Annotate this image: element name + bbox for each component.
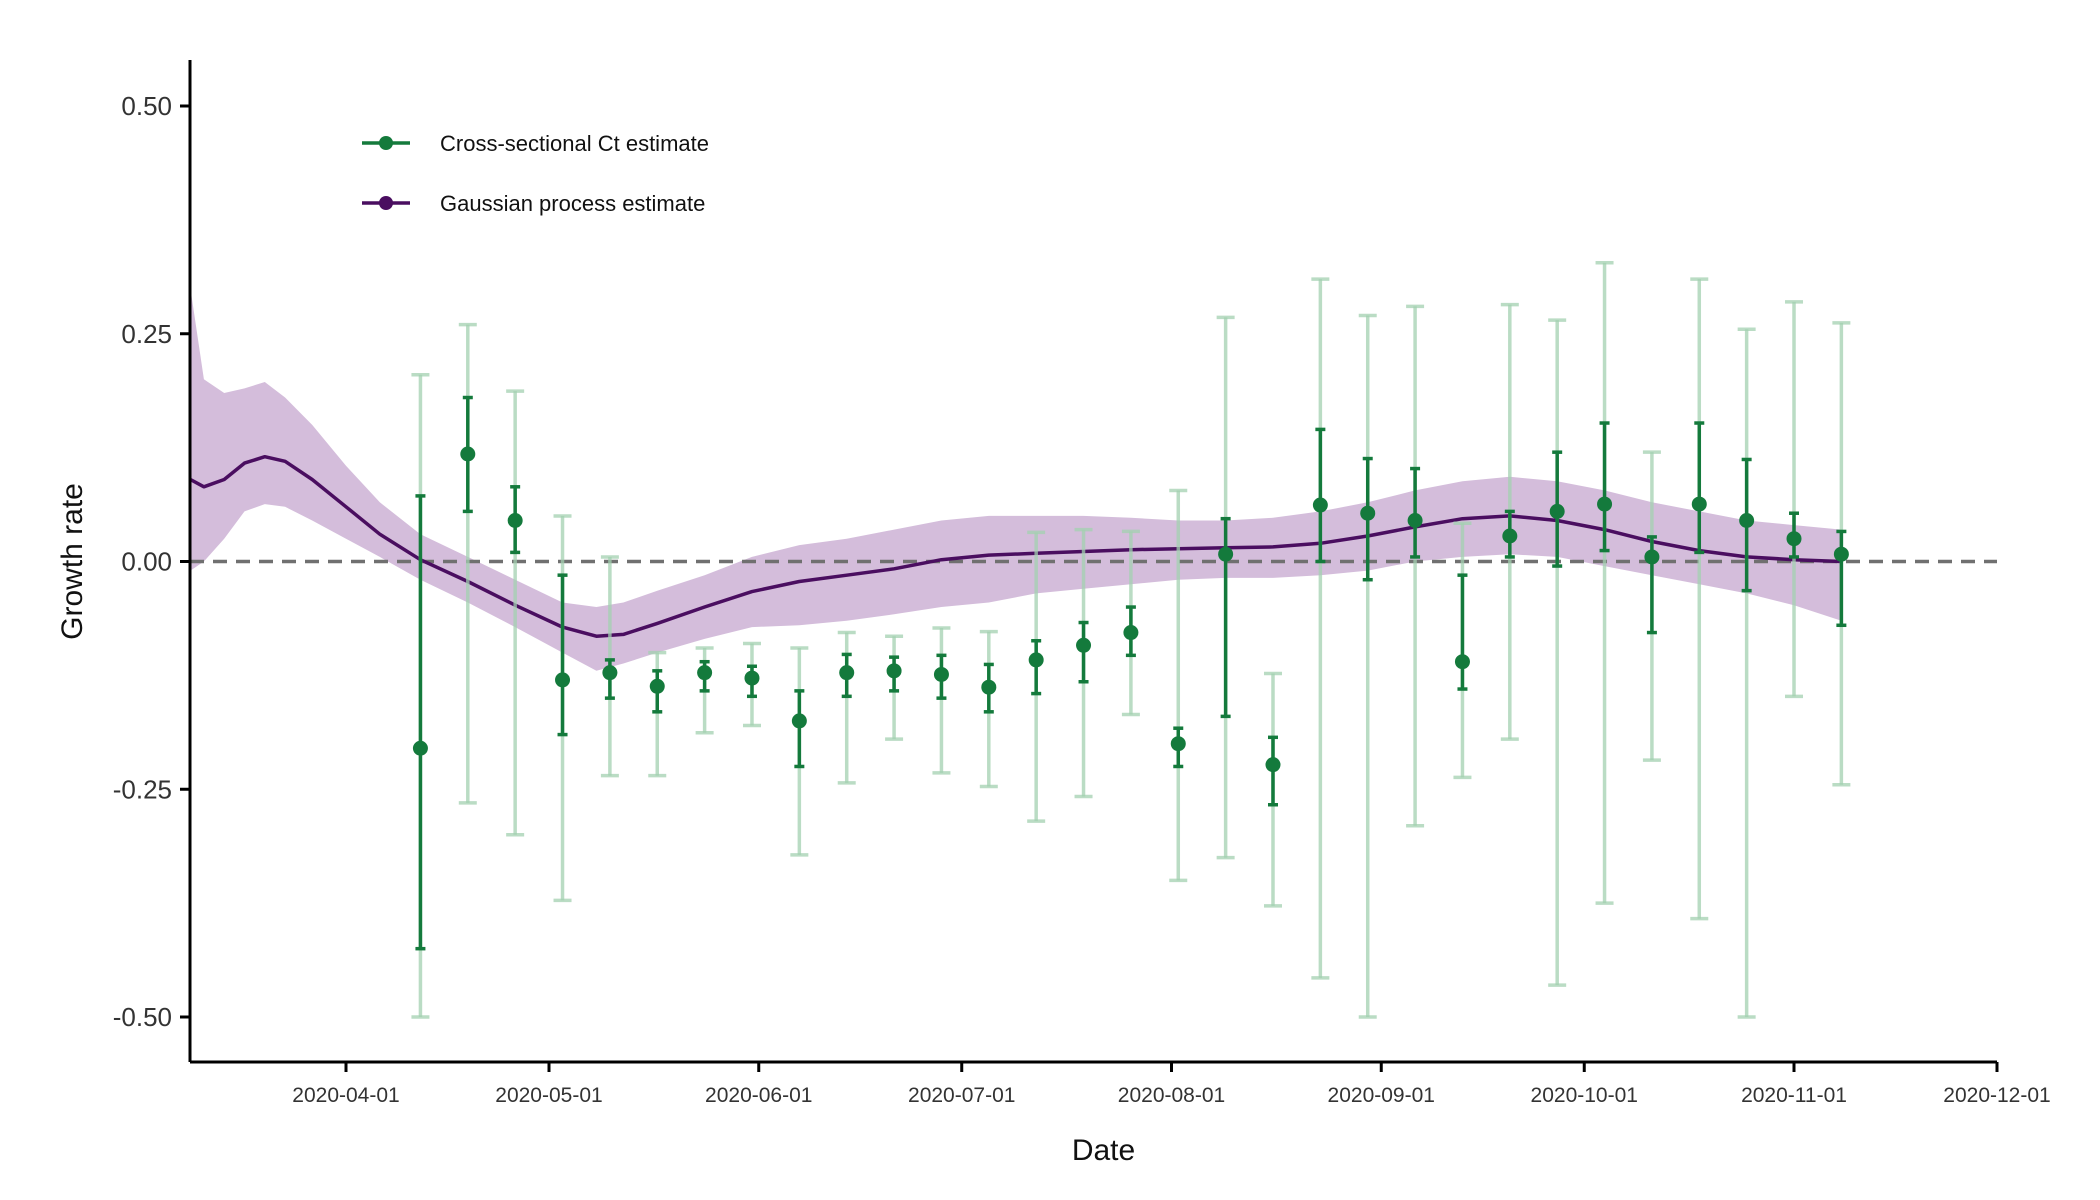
x-tick-label: 2020-10-01 bbox=[1531, 1084, 1638, 1107]
ct-point bbox=[1454, 654, 1470, 670]
ct-point bbox=[1502, 528, 1518, 544]
ct-estimate-1 bbox=[458, 322, 477, 805]
ct-point bbox=[1597, 496, 1613, 512]
ct-estimate-29 bbox=[1785, 300, 1804, 699]
x-tick-label: 2020-04-01 bbox=[292, 1084, 399, 1107]
ct-estimate-12 bbox=[979, 629, 998, 789]
x-tick-label: 2020-08-01 bbox=[1118, 1084, 1225, 1107]
ct-point bbox=[1407, 513, 1423, 529]
x-tick-label: 2020-05-01 bbox=[495, 1084, 602, 1107]
x-axis-title: Date bbox=[1072, 1134, 1135, 1167]
ct-estimate-13 bbox=[1027, 530, 1046, 823]
ct-point bbox=[1739, 513, 1755, 529]
ct-point bbox=[555, 672, 571, 688]
ct-point bbox=[1360, 505, 1376, 521]
ct-point bbox=[697, 665, 713, 681]
ct-estimate-20 bbox=[1358, 313, 1377, 1019]
ct-estimate-0 bbox=[411, 372, 430, 1019]
ct-estimate-14 bbox=[1074, 527, 1093, 799]
ct-point bbox=[1076, 637, 1092, 653]
ct-estimate-9 bbox=[837, 630, 856, 785]
ct-point bbox=[1028, 652, 1044, 668]
gp-band-layer bbox=[190, 288, 1842, 671]
ct-point bbox=[933, 666, 949, 682]
y-axis-ticks: 0.50 0.25 0.00 -0.25 -0.50 bbox=[113, 91, 190, 1032]
ct-estimate-10 bbox=[885, 634, 904, 741]
ct-point bbox=[839, 665, 855, 681]
ct-estimate-22 bbox=[1453, 521, 1472, 780]
legend-gp-swatch-dot bbox=[379, 196, 393, 210]
ct-estimate-30 bbox=[1832, 321, 1851, 787]
ct-estimate-2 bbox=[506, 389, 525, 837]
ct-estimate-3 bbox=[553, 514, 572, 903]
ct-point bbox=[1218, 546, 1234, 562]
ct-point bbox=[602, 665, 618, 681]
ct-estimate-8 bbox=[790, 646, 809, 857]
legend-entry-gp: Gaussian process estimate bbox=[362, 191, 705, 216]
ct-estimate-16 bbox=[1169, 488, 1188, 883]
ct-estimate-4 bbox=[600, 555, 619, 778]
ct-point bbox=[744, 670, 760, 686]
y-axis-title: Growth rate bbox=[56, 483, 89, 640]
ct-estimate-19 bbox=[1311, 277, 1330, 980]
legend-gp-label: Gaussian process estimate bbox=[440, 191, 705, 216]
ct-point bbox=[1170, 736, 1186, 752]
ct-estimate-18 bbox=[1263, 671, 1282, 908]
ct-estimate-21 bbox=[1406, 304, 1425, 828]
legend-ct-swatch-dot bbox=[379, 136, 393, 150]
ct-estimate-25 bbox=[1595, 260, 1614, 905]
ct-point bbox=[1123, 625, 1139, 641]
ct-point bbox=[1312, 497, 1328, 513]
x-tick-label: 2020-12-01 bbox=[1943, 1084, 2050, 1107]
ct-point bbox=[981, 679, 997, 695]
ct-point bbox=[460, 446, 476, 462]
legend: Cross-sectional Ct estimate Gaussian pro… bbox=[362, 131, 709, 216]
ct-point bbox=[649, 678, 665, 694]
ct-estimate-5 bbox=[648, 650, 667, 778]
ct-point bbox=[1691, 496, 1707, 512]
ct-estimates-layer bbox=[411, 260, 1851, 1019]
ct-estimate-7 bbox=[742, 641, 761, 728]
ct-point bbox=[1549, 503, 1565, 519]
ct-estimate-15 bbox=[1121, 529, 1140, 717]
ct-point bbox=[791, 713, 807, 729]
ct-point bbox=[886, 663, 902, 679]
ct-estimate-24 bbox=[1548, 318, 1567, 987]
ct-estimate-23 bbox=[1500, 302, 1519, 741]
y-tick-label: 0.50 bbox=[121, 91, 172, 121]
legend-ct-label: Cross-sectional Ct estimate bbox=[440, 131, 709, 156]
gp-credible-band bbox=[190, 288, 1842, 671]
ct-estimate-17 bbox=[1216, 315, 1235, 860]
ct-estimate-26 bbox=[1642, 450, 1661, 762]
ct-point bbox=[1833, 546, 1849, 562]
x-axis-ticks: 2020-04-01 2020-05-01 2020-06-01 2020-07-01… bbox=[292, 1062, 2051, 1107]
x-tick-label: 2020-07-01 bbox=[908, 1084, 1015, 1107]
ct-point bbox=[412, 740, 428, 756]
x-tick-label: 2020-06-01 bbox=[705, 1084, 812, 1107]
y-tick-label: -0.25 bbox=[113, 774, 172, 804]
gp-estimate-line bbox=[189, 454, 1842, 638]
x-tick-label: 2020-11-01 bbox=[1741, 1084, 1847, 1107]
y-tick-label: 0.00 bbox=[121, 547, 172, 577]
ct-estimate-27 bbox=[1690, 277, 1709, 921]
y-tick-label: -0.50 bbox=[113, 1002, 172, 1032]
ct-point bbox=[1644, 549, 1660, 565]
legend-entry-ct: Cross-sectional Ct estimate bbox=[362, 131, 709, 156]
ct-estimate-6 bbox=[695, 646, 714, 735]
ct-point bbox=[1265, 757, 1281, 773]
ct-point bbox=[1786, 531, 1802, 547]
ct-estimate-28 bbox=[1737, 327, 1756, 1019]
gp-line-layer bbox=[189, 454, 1842, 638]
y-tick-label: 0.25 bbox=[121, 319, 172, 349]
ct-estimate-11 bbox=[932, 626, 951, 775]
ct-point bbox=[507, 513, 523, 529]
x-tick-label: 2020-09-01 bbox=[1328, 1084, 1435, 1107]
